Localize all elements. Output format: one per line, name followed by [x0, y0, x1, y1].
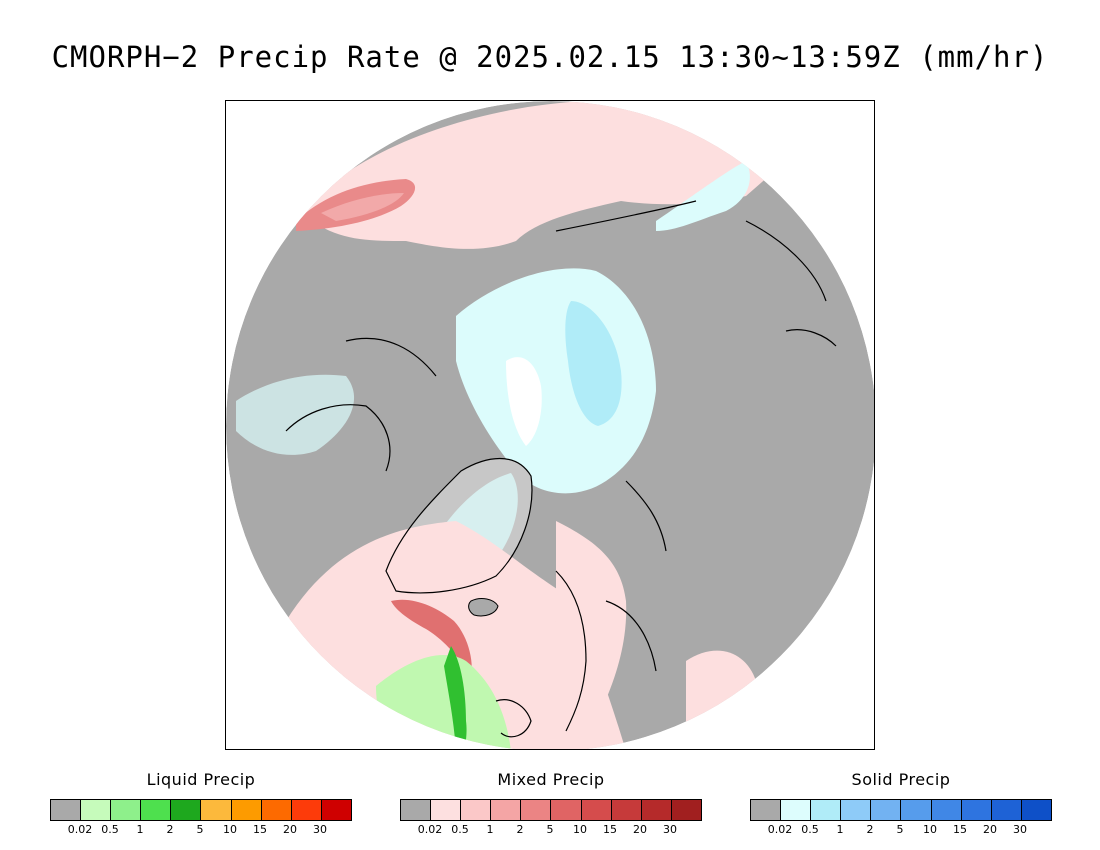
- legend-tick-label: 5: [896, 823, 904, 836]
- legend-tick-label: 20: [983, 823, 997, 836]
- legend-swatch: [430, 800, 461, 820]
- legend-tick-label: 15: [253, 823, 267, 836]
- legend-swatch: [490, 800, 521, 820]
- legend-tick-label: 10: [923, 823, 937, 836]
- legend-tick-label: 10: [223, 823, 237, 836]
- arctic-solid-precip: [456, 268, 656, 494]
- legend-tick-label: 0.5: [451, 823, 469, 836]
- legend-swatch: [930, 800, 961, 820]
- legend-swatch: [810, 800, 841, 820]
- legend-swatch: [640, 800, 671, 820]
- legend-tick-label: 2: [866, 823, 874, 836]
- eurasia-mixed: [686, 650, 756, 741]
- legend-tick-label: 2: [166, 823, 174, 836]
- atlantic-heavy-band: [391, 599, 472, 676]
- legend-solid: Solid Precip 0.02 0.5 1 2 5 10 15 20 30: [750, 770, 1052, 837]
- legend-swatch: [840, 800, 871, 820]
- legend-tick-label: 1: [486, 823, 494, 836]
- legend-tick-label: 0.02: [67, 823, 93, 836]
- norwegian-sea-mixed: [516, 521, 627, 749]
- legend-swatch: [51, 800, 81, 820]
- legend-swatches: [400, 799, 702, 821]
- pacific-mixed-precip: [301, 101, 786, 249]
- legend-swatch: [520, 800, 551, 820]
- legend-swatch: [960, 800, 991, 820]
- coastlines: [285, 200, 837, 738]
- legend-tick-label: 0.5: [801, 823, 819, 836]
- pacific-medium-mixed: [321, 193, 404, 221]
- legend-swatch: [200, 800, 231, 820]
- legend-ticks: 0.02 0.5 1 2 5 10 15 20 30: [400, 823, 702, 837]
- legend-swatch: [1020, 800, 1051, 820]
- legend-tick-label: 5: [546, 823, 554, 836]
- legend-swatch: [550, 800, 581, 820]
- legend-tick-label: 30: [663, 823, 677, 836]
- legend-tick-label: 20: [283, 823, 297, 836]
- legend-swatch: [870, 800, 901, 820]
- legend-swatch: [230, 800, 261, 820]
- legend-swatch: [80, 800, 111, 820]
- precip-map: [225, 100, 875, 750]
- iceland: [468, 598, 499, 617]
- legend-swatch: [990, 800, 1021, 820]
- legend-tick-label: 2: [516, 823, 524, 836]
- legend-title: Mixed Precip: [497, 770, 605, 789]
- polar-map-svg: [226, 101, 874, 749]
- legend-tick-label: 30: [313, 823, 327, 836]
- legend-mixed: Mixed Precip 0.02 0.5 1 2 5 10 15 20 30: [400, 770, 702, 837]
- legend-tick-label: 0.02: [767, 823, 793, 836]
- legend-swatch: [290, 800, 321, 820]
- legend-tick-label: 1: [136, 823, 144, 836]
- legend-swatch: [140, 800, 171, 820]
- atlantic-liquid-band: [444, 646, 467, 749]
- legend-swatches: [750, 799, 1052, 821]
- arctic-white-core: [506, 357, 542, 446]
- legend-tick-label: 1: [836, 823, 844, 836]
- legend-swatch: [580, 800, 611, 820]
- legend-liquid: Liquid Precip 0.02 0.5 1 2 5 10 15 20 30: [50, 770, 352, 837]
- legend-tick-label: 20: [633, 823, 647, 836]
- legend-tick-label: 0.5: [101, 823, 119, 836]
- legend-ticks: 0.02 0.5 1 2 5 10 15 20 30: [50, 823, 352, 837]
- map-title: CMORPH−2 Precip Rate @ 2025.02.15 13:30~…: [51, 40, 1049, 74]
- legend-tick-label: 5: [196, 823, 204, 836]
- legend-tick-label: 30: [1013, 823, 1027, 836]
- legend-swatch: [670, 800, 701, 820]
- legend-swatch: [900, 800, 931, 820]
- legend-swatch: [460, 800, 491, 820]
- legend-tick-label: 10: [573, 823, 587, 836]
- legend-swatch: [260, 800, 291, 820]
- siberia-solid: [656, 161, 750, 231]
- canada-solid: [236, 374, 355, 455]
- legend-swatch: [780, 800, 811, 820]
- legend-swatch: [610, 800, 641, 820]
- arctic-solid-medium: [565, 301, 622, 426]
- legend-swatch: [170, 800, 201, 820]
- legend-swatch: [401, 800, 431, 820]
- legend-tick-label: 15: [603, 823, 617, 836]
- legend-swatch: [320, 800, 351, 820]
- legend-swatch: [110, 800, 141, 820]
- legend-title: Liquid Precip: [146, 770, 256, 789]
- legend-tick-label: 15: [953, 823, 967, 836]
- legend-title: Solid Precip: [851, 770, 951, 789]
- legend-tick-label: 0.02: [417, 823, 443, 836]
- legend-swatch: [751, 800, 781, 820]
- legend-ticks: 0.02 0.5 1 2 5 10 15 20 30: [750, 823, 1052, 837]
- legend-swatches: [50, 799, 352, 821]
